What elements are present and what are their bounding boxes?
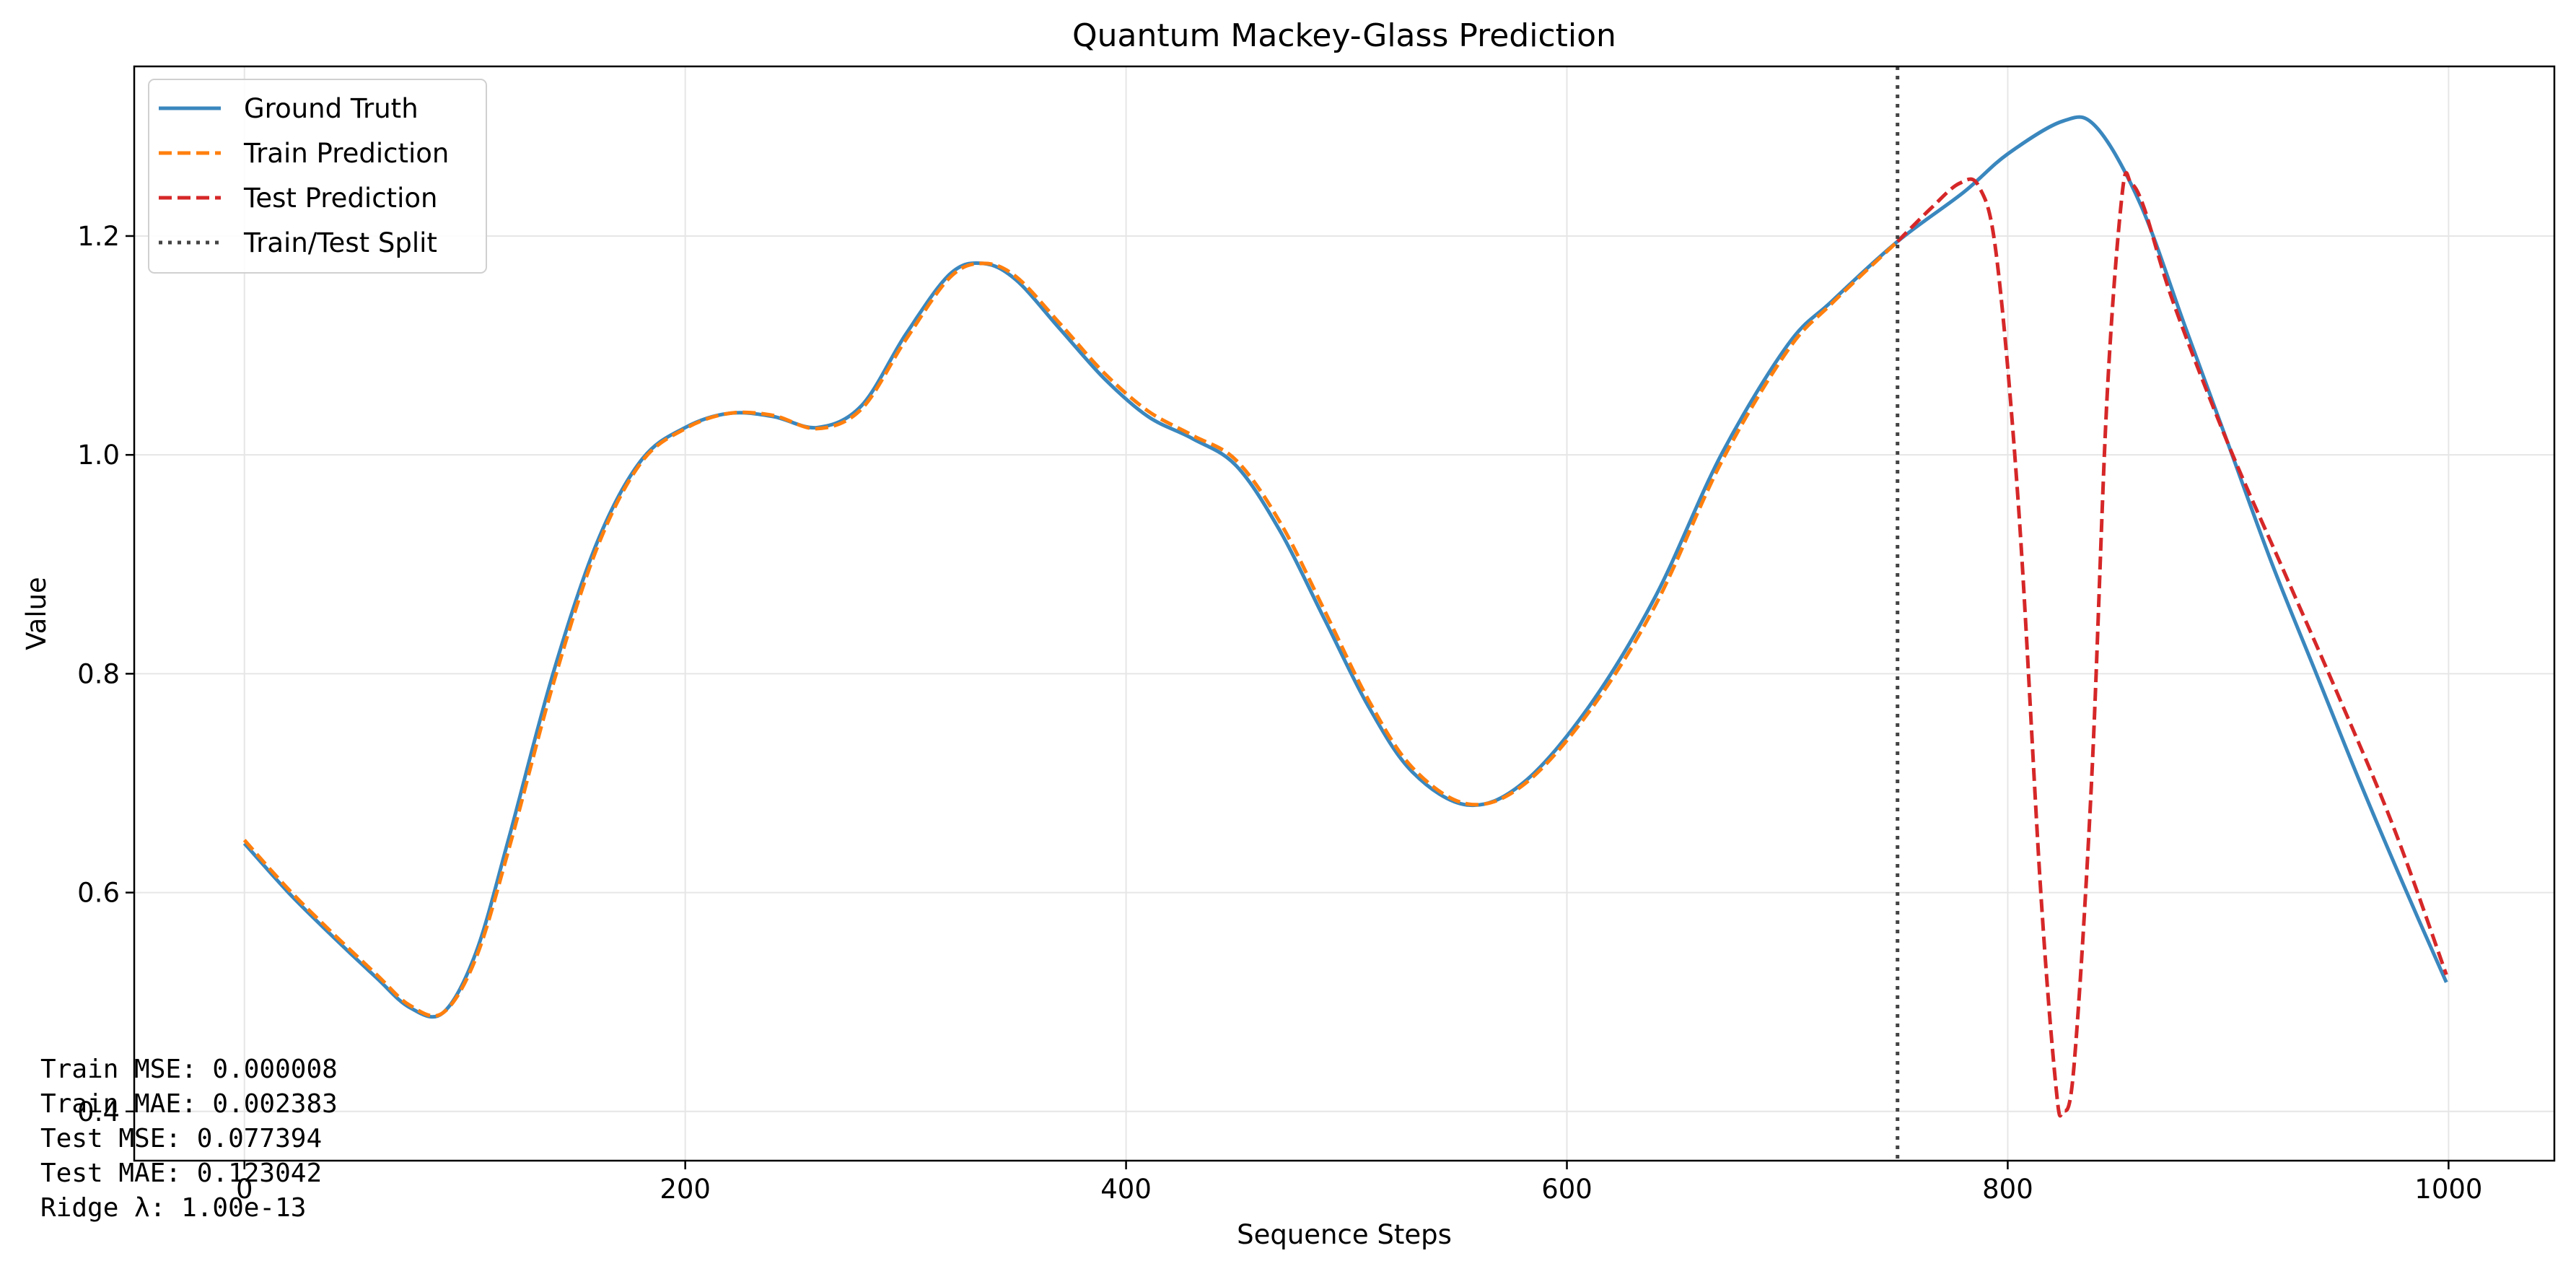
- metrics-line: Train MAE: 0.002383: [40, 1089, 338, 1119]
- x-tick-label: 1000: [2414, 1174, 2482, 1205]
- metrics-annotation: Train MSE: 0.000008 Train MAE: 0.002383 Te…: [40, 1055, 338, 1223]
- legend-label-test-prediction: Test Prediction: [243, 183, 437, 214]
- plot-area: [242, 66, 2448, 1161]
- legend-label-train-prediction: Train Prediction: [243, 138, 449, 169]
- series-line-test-prediction: [1896, 170, 2448, 1118]
- legend-box: [148, 79, 487, 274]
- series-line-train-prediction: [242, 240, 1899, 1018]
- legend-label-ground-truth: Ground Truth: [244, 93, 419, 124]
- y-tick-label: 1.0: [77, 440, 120, 471]
- y-axis: 0.4 0.6 0.8 1.0 1.2: [77, 221, 134, 1127]
- series-line-ground-truth: [242, 115, 2448, 1019]
- plot-frame: [133, 65, 2556, 1162]
- chart-title: Quantum Mackey-Glass Prediction: [1072, 17, 1616, 54]
- metrics-line: Test MSE: 0.077394: [40, 1124, 322, 1153]
- x-tick-label: 200: [660, 1174, 711, 1205]
- x-tick-label: 800: [1982, 1174, 2033, 1205]
- metrics-line: Train MSE: 0.000008: [40, 1055, 338, 1084]
- y-tick-label: 0.6: [77, 878, 120, 909]
- y-tick-label: 0.8: [77, 658, 120, 689]
- y-tick-label: 0.4: [77, 1096, 120, 1127]
- legend: Ground Truth Train Prediction Test Predict…: [148, 79, 487, 274]
- x-axis: 0 200 400 600 800 1000: [236, 1161, 2482, 1205]
- x-tick-label: 600: [1541, 1174, 1593, 1205]
- legend-label-train-test-split: Train/Test Split: [243, 227, 437, 258]
- y-axis-label: Value: [21, 577, 52, 650]
- x-tick-label: 400: [1100, 1174, 1152, 1205]
- metrics-line: Ridge λ: 1.00e-13: [40, 1193, 306, 1223]
- x-axis-label: Sequence Steps: [1237, 1219, 1452, 1250]
- y-tick-label: 1.2: [77, 221, 120, 252]
- grid: [134, 66, 2554, 1161]
- x-tick-label: 0: [236, 1174, 253, 1205]
- metrics-line: Test MAE: 0.123042: [40, 1159, 322, 1188]
